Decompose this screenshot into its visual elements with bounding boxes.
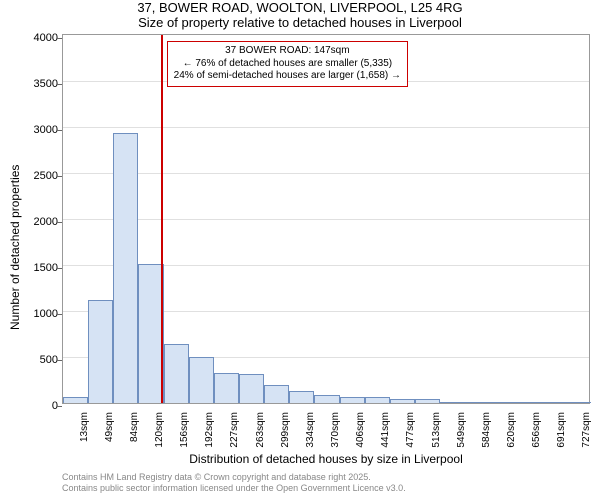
histogram-bar: [88, 300, 113, 403]
x-tick-label: 156sqm: [179, 412, 190, 457]
y-tick-label: 2000: [26, 216, 58, 228]
histogram-bar: [264, 385, 289, 403]
y-tick-label: 0: [26, 400, 58, 412]
x-tick-label: 656sqm: [531, 412, 542, 457]
histogram-bar: [189, 357, 214, 403]
histogram-bar: [164, 344, 189, 403]
x-tick-label: 691sqm: [556, 412, 567, 457]
y-tick: [57, 406, 62, 407]
x-tick-label: 477sqm: [405, 412, 416, 457]
x-tick-label: 549sqm: [456, 412, 467, 457]
annotation-line2: ← 76% of detached houses are smaller (5,…: [174, 58, 401, 71]
footer-line2: Contains public sector information licen…: [62, 483, 600, 494]
y-tick-label: 2500: [26, 170, 58, 182]
annotation-box: 37 BOWER ROAD: 147sqm ← 76% of detached …: [167, 41, 408, 87]
chart-plot-area: 37 BOWER ROAD: 147sqm ← 76% of detached …: [62, 34, 590, 404]
histogram-bar: [63, 397, 88, 403]
histogram-bar: [440, 402, 465, 403]
x-tick-label: 441sqm: [380, 412, 391, 457]
x-tick-label: 513sqm: [431, 412, 442, 457]
histogram-bar: [314, 395, 339, 403]
x-tick-label: 13sqm: [79, 412, 90, 457]
footer-attribution: Contains HM Land Registry data © Crown c…: [62, 472, 600, 494]
chart-title: 37, BOWER ROAD, WOOLTON, LIVERPOOL, L25 …: [0, 0, 600, 15]
annotation-line1: 37 BOWER ROAD: 147sqm: [174, 45, 401, 58]
histogram-bar: [239, 374, 264, 403]
y-tick-label: 1500: [26, 262, 58, 274]
histogram-bar: [113, 133, 138, 403]
x-tick-label: 192sqm: [204, 412, 215, 457]
y-tick-label: 4000: [26, 32, 58, 44]
y-tick-label: 500: [26, 354, 58, 366]
histogram-bar: [566, 402, 591, 403]
histogram-bar: [214, 373, 239, 403]
chart-subtitle: Size of property relative to detached ho…: [0, 15, 600, 30]
marker-line: [161, 35, 163, 403]
histogram-bars: [63, 35, 589, 403]
histogram-bar: [541, 402, 566, 403]
x-tick-label: 49sqm: [104, 412, 115, 457]
x-tick-label: 727sqm: [581, 412, 592, 457]
x-tick-label: 406sqm: [355, 412, 366, 457]
histogram-bar: [490, 402, 515, 403]
x-tick-label: 84sqm: [129, 412, 140, 457]
x-tick-label: 584sqm: [481, 412, 492, 457]
histogram-bar: [340, 397, 365, 403]
annotation-line3: 24% of semi-detached houses are larger (…: [174, 70, 401, 83]
histogram-bar: [516, 402, 541, 403]
histogram-bar: [289, 391, 314, 403]
histogram-bar: [465, 402, 490, 403]
histogram-bar: [365, 397, 390, 403]
x-tick-label: 334sqm: [305, 412, 316, 457]
footer-line1: Contains HM Land Registry data © Crown c…: [62, 472, 600, 483]
histogram-bar: [390, 399, 415, 403]
y-tick-label: 1000: [26, 308, 58, 320]
x-tick-label: 227sqm: [229, 412, 240, 457]
x-tick-label: 263sqm: [255, 412, 266, 457]
x-tick-label: 299sqm: [280, 412, 291, 457]
histogram-bar: [415, 399, 440, 403]
x-tick-label: 620sqm: [506, 412, 517, 457]
x-tick-label: 120sqm: [154, 412, 165, 457]
y-axis-label: Number of detached properties: [8, 165, 22, 330]
y-tick-label: 3000: [26, 124, 58, 136]
x-tick-label: 370sqm: [330, 412, 341, 457]
y-tick-label: 3500: [26, 78, 58, 90]
